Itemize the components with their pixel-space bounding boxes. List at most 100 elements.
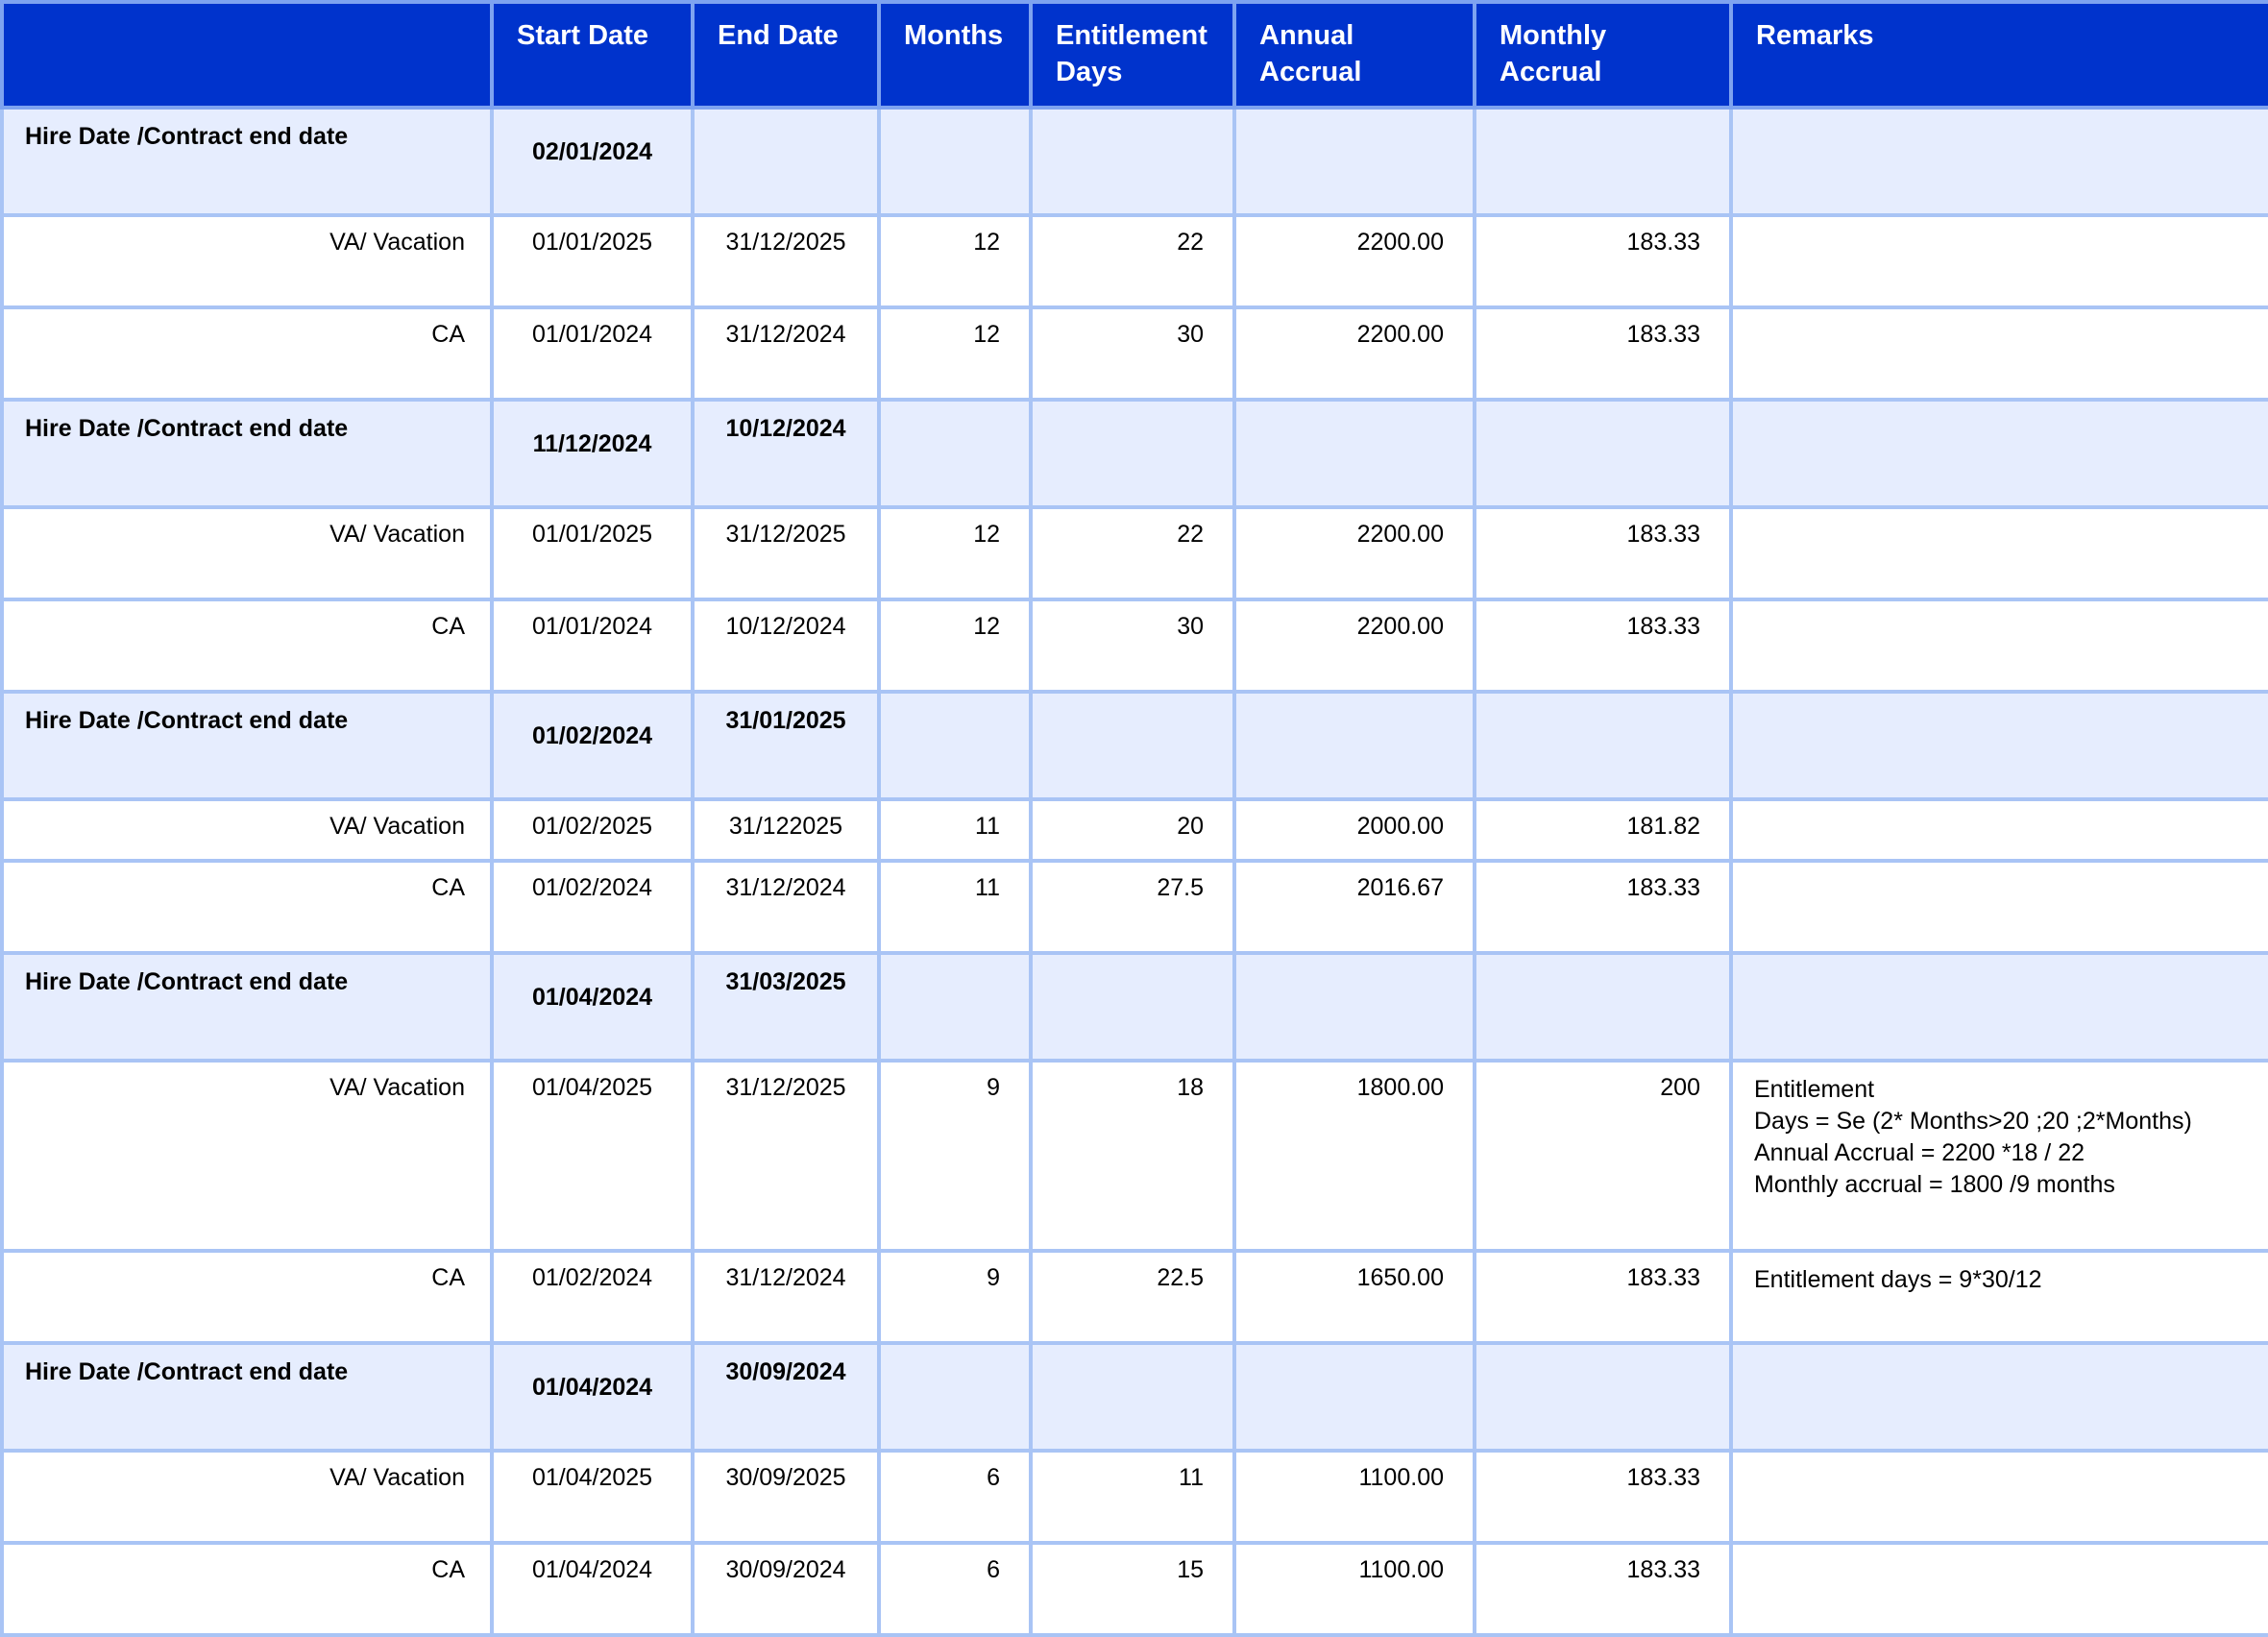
table-row: CA 01/02/2024 31/12/2024 9 22.5 1650.00 183.33… xyxy=(0,1249,2268,1345)
leave-type: CA xyxy=(0,598,494,694)
header-annual-accrual: Annual Accrual xyxy=(1232,0,1476,110)
group-label: Hire Date /Contract end date xyxy=(0,951,494,1063)
leave-type: CA xyxy=(0,1249,494,1345)
remark-line: Entitlement xyxy=(1754,1076,1875,1103)
start-date: 01/01/2024 xyxy=(490,305,695,402)
annual-accrual: 2200.00 xyxy=(1232,505,1476,601)
annual-accrual: 1100.00 xyxy=(1232,1449,1476,1545)
months: 11 xyxy=(877,859,1033,955)
entitlement-days: 22.5 xyxy=(1029,1249,1236,1345)
months: 11 xyxy=(877,797,1033,863)
end-date: 31/12/2024 xyxy=(691,859,881,955)
end-date: 30/09/2025 xyxy=(691,1449,881,1545)
remarks xyxy=(1729,1449,2268,1545)
end-date: 31/12/2024 xyxy=(691,305,881,402)
leave-type: VA/ Vacation xyxy=(0,505,494,601)
empty-cell xyxy=(1729,690,2268,801)
start-date: 01/01/2025 xyxy=(490,213,695,309)
monthly-accrual: 183.33 xyxy=(1473,213,1733,309)
group-start-date: 01/02/2024 xyxy=(490,690,695,801)
end-date: 31/12/2025 xyxy=(691,213,881,309)
end-date: 31/122025 xyxy=(691,797,881,863)
table-row: VA/ Vacation 01/04/2025 30/09/2025 6 11 1100.… xyxy=(0,1449,2268,1545)
table-row: VA/ Vacation 01/01/2025 31/12/2025 12 22 2200… xyxy=(0,213,2268,309)
empty-cell xyxy=(877,106,1033,217)
entitlement-days: 15 xyxy=(1029,1541,1236,1637)
table-row: VA/ Vacation 01/01/2025 31/12/2025 12 22 2200… xyxy=(0,505,2268,601)
empty-cell xyxy=(1232,690,1476,801)
start-date: 01/01/2025 xyxy=(490,505,695,601)
group-row: Hire Date /Contract end date 02/01/2024 xyxy=(0,106,2268,217)
group-end-date: 31/01/2025 xyxy=(691,690,881,801)
table-row: CA 01/01/2024 10/12/2024 12 30 2200.00 183.33 xyxy=(0,598,2268,694)
monthly-accrual: 200 xyxy=(1473,1059,1733,1253)
group-label: Hire Date /Contract end date xyxy=(0,690,494,801)
start-date: 01/04/2024 xyxy=(490,1541,695,1637)
empty-cell xyxy=(1232,951,1476,1063)
monthly-accrual: 183.33 xyxy=(1473,305,1733,402)
monthly-accrual: 183.33 xyxy=(1473,859,1733,955)
header-months: Months xyxy=(877,0,1033,110)
annual-accrual: 1800.00 xyxy=(1232,1059,1476,1253)
group-end-date: 31/03/2025 xyxy=(691,951,881,1063)
annual-accrual: 2200.00 xyxy=(1232,213,1476,309)
remark-line: Monthly accrual = 1800 /9 months xyxy=(1754,1171,2115,1198)
empty-cell xyxy=(1473,690,1733,801)
entitlement-days: 11 xyxy=(1029,1449,1236,1545)
empty-cell xyxy=(877,951,1033,1063)
leave-type: VA/ Vacation xyxy=(0,213,494,309)
header-entitlement-days: Entitlement Days xyxy=(1029,0,1236,110)
empty-cell xyxy=(1473,1341,1733,1453)
group-label: Hire Date /Contract end date xyxy=(0,106,494,217)
empty-cell xyxy=(877,398,1033,509)
annual-accrual: 2200.00 xyxy=(1232,598,1476,694)
table-row: VA/ Vacation 01/02/2025 31/122025 11 20 2000.… xyxy=(0,797,2268,863)
empty-cell xyxy=(1029,951,1236,1063)
entitlement-days: 22 xyxy=(1029,505,1236,601)
months: 9 xyxy=(877,1059,1033,1253)
remarks xyxy=(1729,859,2268,955)
header-monthly-accrual: Monthly Accrual xyxy=(1473,0,1733,110)
annual-accrual: 1650.00 xyxy=(1232,1249,1476,1345)
months: 12 xyxy=(877,213,1033,309)
group-end-date: 10/12/2024 xyxy=(691,398,881,509)
leave-type: CA xyxy=(0,305,494,402)
leave-type: CA xyxy=(0,859,494,955)
monthly-accrual: 183.33 xyxy=(1473,1449,1733,1545)
empty-cell xyxy=(1232,106,1476,217)
annual-accrual: 2016.67 xyxy=(1232,859,1476,955)
empty-cell xyxy=(1729,1341,2268,1453)
start-date: 01/02/2025 xyxy=(490,797,695,863)
group-start-date: 01/04/2024 xyxy=(490,1341,695,1453)
table-row: CA 01/02/2024 31/12/2024 11 27.5 2016.67 183.3… xyxy=(0,859,2268,955)
months: 12 xyxy=(877,598,1033,694)
months: 12 xyxy=(877,505,1033,601)
end-date: 10/12/2024 xyxy=(691,598,881,694)
empty-cell xyxy=(1473,398,1733,509)
leave-type: VA/ Vacation xyxy=(0,797,494,863)
group-start-date: 01/04/2024 xyxy=(490,951,695,1063)
entitlement-days: 18 xyxy=(1029,1059,1236,1253)
group-end-date: 30/09/2024 xyxy=(691,1341,881,1453)
group-label: Hire Date /Contract end date xyxy=(0,1341,494,1453)
remarks xyxy=(1729,1541,2268,1637)
header-end-date: End Date xyxy=(691,0,881,110)
months: 6 xyxy=(877,1449,1033,1545)
empty-cell xyxy=(1029,398,1236,509)
leave-type: VA/ Vacation xyxy=(0,1449,494,1545)
remarks xyxy=(1729,213,2268,309)
header-remarks: Remarks xyxy=(1729,0,2268,110)
group-label: Hire Date /Contract end date xyxy=(0,398,494,509)
table-row: CA 01/04/2024 30/09/2024 6 15 1100.00 183.33 xyxy=(0,1541,2268,1637)
monthly-accrual: 181.82 xyxy=(1473,797,1733,863)
group-row: Hire Date /Contract end date 01/04/2024 31… xyxy=(0,951,2268,1063)
remarks xyxy=(1729,797,2268,863)
group-end-date xyxy=(691,106,881,217)
empty-cell xyxy=(877,690,1033,801)
start-date: 01/04/2025 xyxy=(490,1059,695,1253)
annual-accrual: 2200.00 xyxy=(1232,305,1476,402)
remarks: Entitlement Days = Se (2* Months>20 ;20 ;… xyxy=(1729,1059,2268,1253)
empty-cell xyxy=(1232,398,1476,509)
table-row: CA 01/01/2024 31/12/2024 12 30 2200.00 183.33 xyxy=(0,305,2268,402)
months: 6 xyxy=(877,1541,1033,1637)
